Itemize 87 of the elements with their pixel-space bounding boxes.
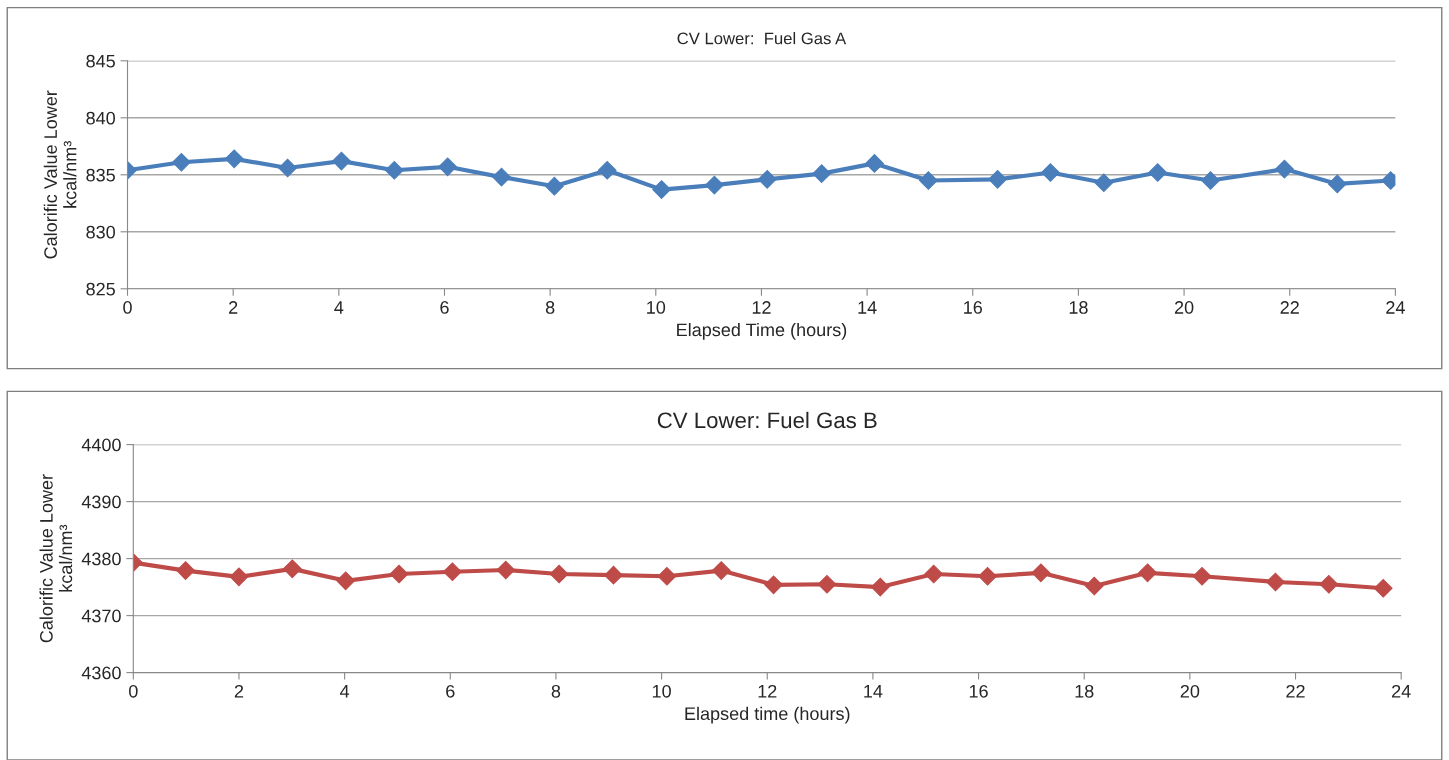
point xyxy=(282,559,302,579)
point xyxy=(443,562,462,582)
point xyxy=(757,170,777,189)
x-tick-label: 20 xyxy=(1180,684,1200,698)
x-axis-title: Elapsed time (hours) xyxy=(685,706,850,724)
x-tick-label: 14 xyxy=(864,685,883,698)
y-axis-title: Calorific Value Lower kcal/nm³ xyxy=(43,90,77,259)
x-tick-label: 0 xyxy=(128,684,138,698)
chart-title: CV Lower: Fuel Gas A xyxy=(677,32,847,45)
point xyxy=(652,180,671,199)
y-tick-label: 845 xyxy=(86,54,115,68)
point xyxy=(988,170,1007,189)
x-tick-label: 8 xyxy=(551,684,561,698)
point xyxy=(812,164,832,184)
x-tick-label: 24 xyxy=(1392,684,1411,698)
point xyxy=(224,149,244,169)
x-tick-label: 2 xyxy=(234,684,244,698)
x-tick-label: 6 xyxy=(446,684,455,698)
x-tick-label: 4 xyxy=(340,685,350,698)
point xyxy=(278,158,297,178)
y-tick-label: 840 xyxy=(86,111,115,125)
x-tick-label: 22 xyxy=(1286,684,1305,698)
point xyxy=(1148,163,1168,182)
point xyxy=(817,574,837,594)
x-tick-label: 10 xyxy=(652,684,671,698)
point xyxy=(1373,578,1393,598)
point xyxy=(389,564,409,584)
x-tick-label: 0 xyxy=(123,301,132,314)
point xyxy=(1275,159,1294,179)
y-tick-label: 4380 xyxy=(81,552,121,566)
x-tick-label: 6 xyxy=(440,301,449,314)
point xyxy=(705,175,724,195)
point xyxy=(870,577,890,597)
point xyxy=(176,561,195,580)
x-tick-label: 20 xyxy=(1174,301,1194,314)
point xyxy=(1084,576,1104,596)
y-tick-label: 4400 xyxy=(81,438,121,452)
y-tick-label: 825 xyxy=(86,282,115,296)
y-tick-label: 4390 xyxy=(81,495,121,509)
point xyxy=(711,561,731,580)
x-tick-label: 2 xyxy=(229,301,238,314)
point xyxy=(657,566,677,586)
point xyxy=(229,567,249,587)
y-tick-label: 4360 xyxy=(81,666,121,680)
y-axis-title: Calorific Value Lower kcal/nm³ xyxy=(39,474,73,643)
x-tick-label: 24 xyxy=(1386,301,1405,314)
x-tick-label: 18 xyxy=(1069,301,1088,314)
point xyxy=(1138,563,1157,583)
x-tick-label: 14 xyxy=(858,301,877,314)
x-tick-label: 18 xyxy=(1075,684,1094,698)
x-tick-label: 16 xyxy=(969,684,988,698)
point xyxy=(549,564,569,584)
x-tick-label: 12 xyxy=(752,301,771,314)
point xyxy=(1094,173,1114,193)
point xyxy=(604,565,623,585)
point xyxy=(978,566,997,586)
point xyxy=(438,157,458,177)
x-tick-label: 16 xyxy=(964,301,983,314)
point xyxy=(1031,563,1051,583)
point xyxy=(865,154,884,173)
point xyxy=(597,160,617,180)
point xyxy=(1319,574,1339,594)
point xyxy=(496,560,516,580)
point xyxy=(545,176,564,196)
y-tick-label: 835 xyxy=(86,168,115,182)
x-tick-label: 12 xyxy=(758,684,777,698)
point xyxy=(1041,163,1060,182)
point xyxy=(492,167,511,187)
point xyxy=(764,575,783,595)
point xyxy=(924,564,944,584)
chart-title: CV Lower: Fuel Gas B xyxy=(657,411,877,429)
y-tick-label: 4370 xyxy=(81,609,121,623)
x-axis-title: Elapsed Time (hours) xyxy=(677,322,847,340)
point xyxy=(172,152,191,172)
x-tick-label: 8 xyxy=(545,301,555,314)
point xyxy=(1201,171,1220,190)
y-tick-label: 830 xyxy=(86,225,115,239)
point xyxy=(332,151,351,171)
point xyxy=(336,571,356,591)
point xyxy=(1327,174,1347,194)
x-tick-label: 4 xyxy=(334,301,344,314)
x-tick-label: 22 xyxy=(1280,301,1299,314)
point xyxy=(1266,572,1285,592)
x-tick-label: 10 xyxy=(647,301,666,314)
point xyxy=(1192,566,1212,586)
point xyxy=(384,160,404,180)
point xyxy=(919,171,938,190)
